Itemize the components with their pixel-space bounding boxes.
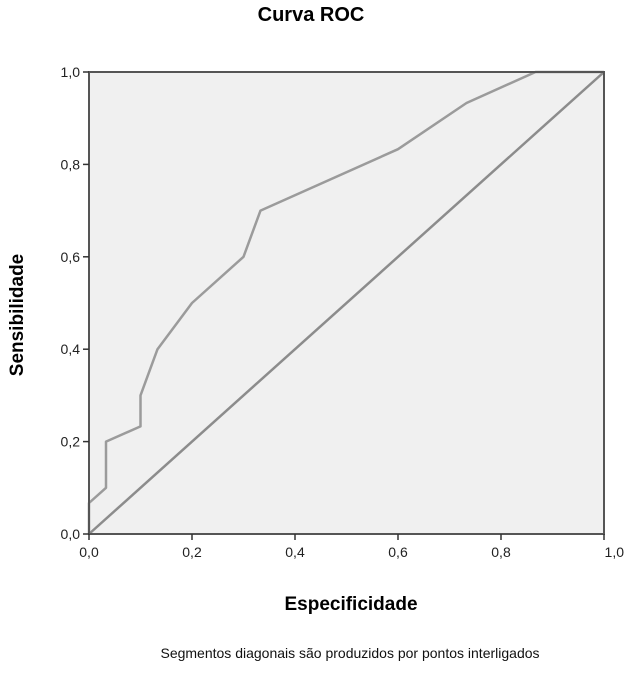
roc-curve-line	[87, 70, 604, 534]
y-tick-label: 0,4	[61, 341, 81, 357]
x-tick-label: 1,0	[605, 544, 625, 560]
axis-ticks: 0,0 0,2 0,4 0,6 0,8 1,0 0,0 0,2 0,4 0,6 0,8 1,0	[61, 64, 625, 560]
x-tick-label: 0,2	[182, 544, 202, 560]
x-tick-label: 0,4	[285, 544, 305, 560]
footnote: Segmentos diagonais são produzidos por p…	[160, 645, 539, 661]
reference-diagonal-line	[88, 71, 605, 535]
y-axis-title: Sensibilidade	[7, 254, 28, 376]
chart-title: Curva ROC	[258, 4, 365, 26]
y-tick-label: 0,2	[61, 434, 81, 450]
y-tick-label: 0,8	[61, 156, 81, 172]
y-tick-label: 0,0	[61, 526, 81, 542]
x-axis-title: Especificidade	[284, 594, 417, 615]
chart-marks	[87, 70, 605, 535]
x-tick-label: 0,6	[388, 544, 408, 560]
y-tick-label: 1,0	[61, 64, 81, 80]
x-tick-label: 0,8	[491, 544, 511, 560]
y-tick-label: 0,6	[61, 249, 81, 265]
x-tick-label: 0,0	[79, 544, 99, 560]
plot-frame	[88, 71, 605, 535]
